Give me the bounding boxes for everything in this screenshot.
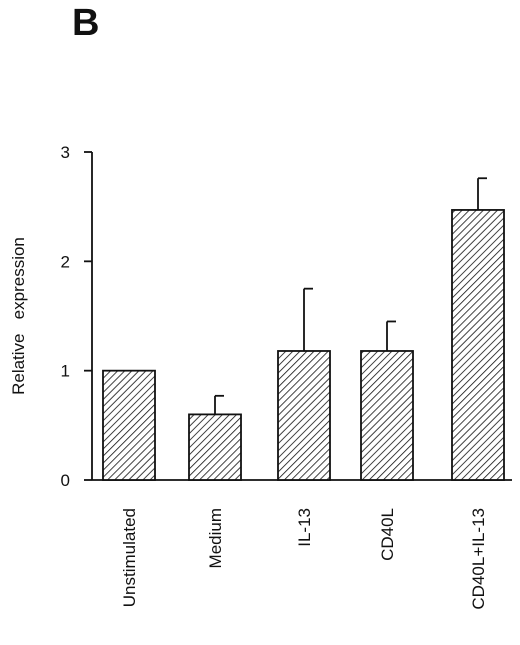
bar-cd40l (360, 350, 414, 481)
bar-unstimulated (102, 369, 156, 481)
bars-group (102, 177, 505, 481)
y-tick-label: 1 (61, 362, 70, 381)
x-tick-label: CD40L+IL-13 (469, 508, 488, 610)
x-tick-label: CD40L (378, 508, 397, 561)
y-tick-label: 0 (61, 471, 70, 490)
y-axis-label: Relative expression (9, 237, 28, 395)
labels-group: 0 1 2 3 Unstimulated Medium IL-13 CD40L CD40L+IL… (61, 143, 488, 610)
x-tick-label: Medium (206, 508, 225, 568)
bar-il-13 (277, 350, 331, 481)
bar-medium (188, 413, 242, 481)
x-tick-label: Unstimulated (120, 508, 139, 607)
panel-letter: B (72, 2, 100, 44)
y-tick-label: 3 (61, 143, 70, 162)
bar-cd40l-il-13 (451, 209, 505, 481)
x-tick-label: IL-13 (295, 508, 314, 547)
y-tick-label: 2 (61, 252, 70, 271)
